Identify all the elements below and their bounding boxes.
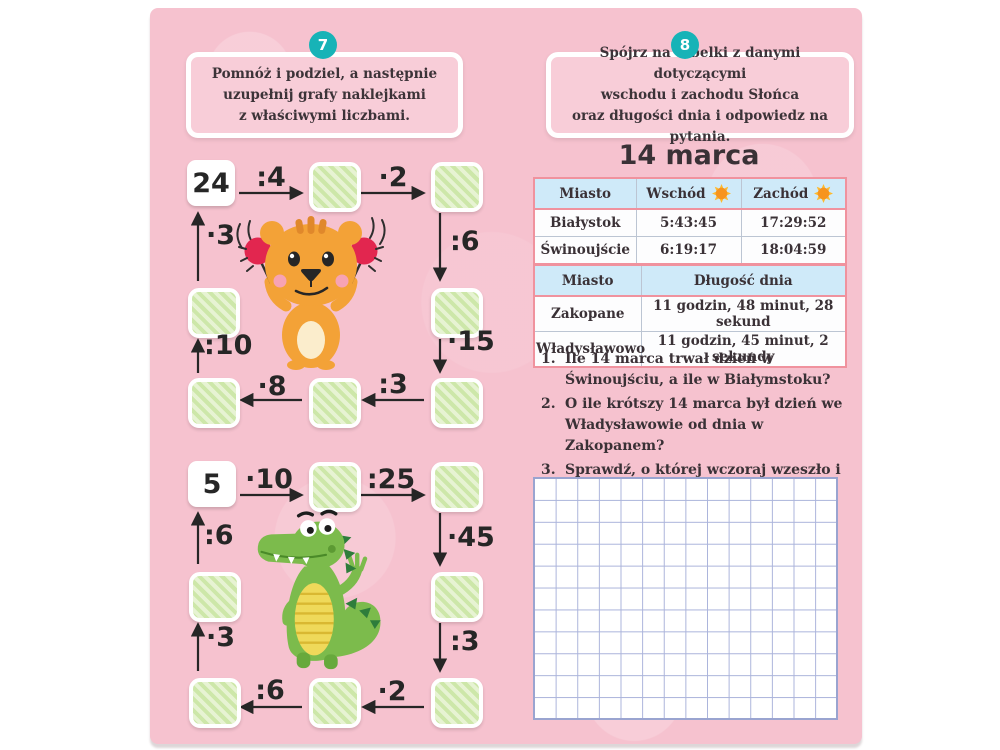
answer-grid[interactable] bbox=[533, 477, 838, 720]
sun-icon bbox=[711, 184, 731, 203]
table-header-cell: Miasto bbox=[533, 177, 637, 210]
table-cell: 11 godzin, 48 minut, 28 sekund bbox=[640, 295, 847, 332]
question-text: O ile krótszy 14 marca był dzień we Wład… bbox=[565, 396, 843, 454]
table-header-cell: Miasto bbox=[533, 264, 642, 297]
instruction-line: Spójrz na tabelki z danymi dotyczącymi bbox=[599, 44, 801, 82]
operation-label: :6 bbox=[204, 520, 234, 551]
operation-label: :4 bbox=[256, 162, 286, 193]
operation-label: :25 bbox=[366, 464, 416, 495]
sticker-slot[interactable] bbox=[189, 572, 241, 622]
sun-table: Miasto Wschód Zachód Białystok 5:43:45 bbox=[533, 177, 847, 265]
table-header-cell: Długość dnia bbox=[640, 264, 847, 297]
sticker-slot[interactable] bbox=[189, 678, 241, 728]
operation-label: ·10 bbox=[245, 464, 293, 495]
tiger-character bbox=[236, 216, 386, 370]
instruction-line: Pomnóż i podziel, a następnie bbox=[211, 65, 438, 82]
operation-label: :3 bbox=[378, 369, 408, 400]
question-item: 2. O ile krótszy 14 marca był dzień we W… bbox=[541, 394, 859, 457]
crocodile-character bbox=[257, 509, 381, 670]
sun-icon bbox=[814, 184, 834, 203]
table-cell: 18:04:59 bbox=[740, 236, 847, 265]
table-cell: Białystok bbox=[533, 208, 637, 237]
question-item: 1. Ile 14 marca trwał dzień w Świnoujści… bbox=[541, 349, 859, 391]
sticker-slot[interactable] bbox=[309, 162, 361, 212]
table-header-row: Miasto Długość dnia bbox=[533, 264, 847, 297]
table-cell: 17:29:52 bbox=[740, 208, 847, 237]
sticker-slot[interactable] bbox=[309, 678, 361, 728]
instruction-line: z właściwymi liczbami. bbox=[239, 107, 410, 124]
operation-label: ·15 bbox=[447, 326, 495, 357]
table-row: Władysławowo 11 godzin, 45 minut, 2 seku… bbox=[533, 331, 847, 368]
table-row: Świnoujście 6:19:17 18:04:59 bbox=[533, 236, 847, 265]
operation-label: ·3 bbox=[206, 622, 236, 653]
operation-label: :6 bbox=[255, 675, 285, 706]
table-header-cell: Wschód bbox=[635, 177, 742, 210]
question-text: Ile 14 marca trwał dzień w Świnoujściu, … bbox=[565, 351, 831, 388]
sticker-slot[interactable] bbox=[309, 462, 361, 512]
sticker-slot[interactable] bbox=[431, 462, 483, 512]
instruction-line: wschodu i zachodu Słońca bbox=[600, 86, 800, 103]
table-cell: Świnoujście bbox=[533, 236, 637, 265]
table-cell: Władysławowo bbox=[533, 331, 645, 368]
sticker-slot[interactable] bbox=[431, 572, 483, 622]
sticker-slot[interactable] bbox=[188, 378, 240, 428]
table-cell: 5:43:45 bbox=[635, 208, 742, 237]
sticker-slot[interactable] bbox=[309, 378, 361, 428]
operation-label: :6 bbox=[450, 226, 480, 257]
table-header-row: Miasto Wschód Zachód bbox=[533, 177, 847, 210]
date-title: 14 marca bbox=[618, 140, 760, 171]
table-row: Zakopane 11 godzin, 48 minut, 28 sekund bbox=[533, 295, 847, 332]
graph2-start-value: 5 bbox=[188, 461, 236, 507]
question-number: 3. bbox=[541, 462, 556, 478]
operation-label: ·2 bbox=[378, 162, 408, 193]
sticker-slot[interactable] bbox=[431, 288, 483, 338]
operation-label: :10 bbox=[204, 330, 253, 361]
sticker-slot[interactable] bbox=[431, 678, 483, 728]
exercise-7-instructions: Pomnóż i podziel, a następnie uzupełnij … bbox=[186, 52, 463, 138]
sticker-slot[interactable] bbox=[431, 162, 483, 212]
exercise-8-badge: 8 bbox=[671, 31, 699, 59]
table-cell: 6:19:17 bbox=[635, 236, 742, 265]
graph1-start-value: 24 bbox=[187, 160, 235, 206]
table-row: Białystok 5:43:45 17:29:52 bbox=[533, 208, 847, 237]
operation-label: ·3 bbox=[206, 220, 236, 251]
question-number: 1. bbox=[541, 351, 556, 367]
operation-label: ·2 bbox=[377, 676, 407, 707]
exercise-7-badge: 7 bbox=[309, 31, 337, 59]
question-number: 2. bbox=[541, 396, 556, 412]
operation-label: :3 bbox=[450, 626, 480, 657]
table-header-cell: Zachód bbox=[740, 177, 847, 210]
exercise-8-instructions: Spójrz na tabelki z danymi dotyczącymi w… bbox=[546, 45, 854, 145]
sticker-slot[interactable] bbox=[188, 288, 240, 338]
operation-label: ·8 bbox=[257, 371, 287, 402]
table-cell: Zakopane bbox=[533, 295, 642, 332]
instruction-line: oraz długości dnia i odpowiedz na pytani… bbox=[571, 107, 829, 145]
day-length-table: Miasto Długość dnia Zakopane 11 godzin, … bbox=[533, 264, 847, 368]
instruction-line: uzupełnij grafy naklejkami bbox=[223, 86, 426, 103]
operation-label: ·45 bbox=[447, 522, 495, 553]
sticker-slot[interactable] bbox=[431, 378, 483, 428]
table-cell: 11 godzin, 45 minut, 2 sekundy bbox=[640, 331, 847, 368]
